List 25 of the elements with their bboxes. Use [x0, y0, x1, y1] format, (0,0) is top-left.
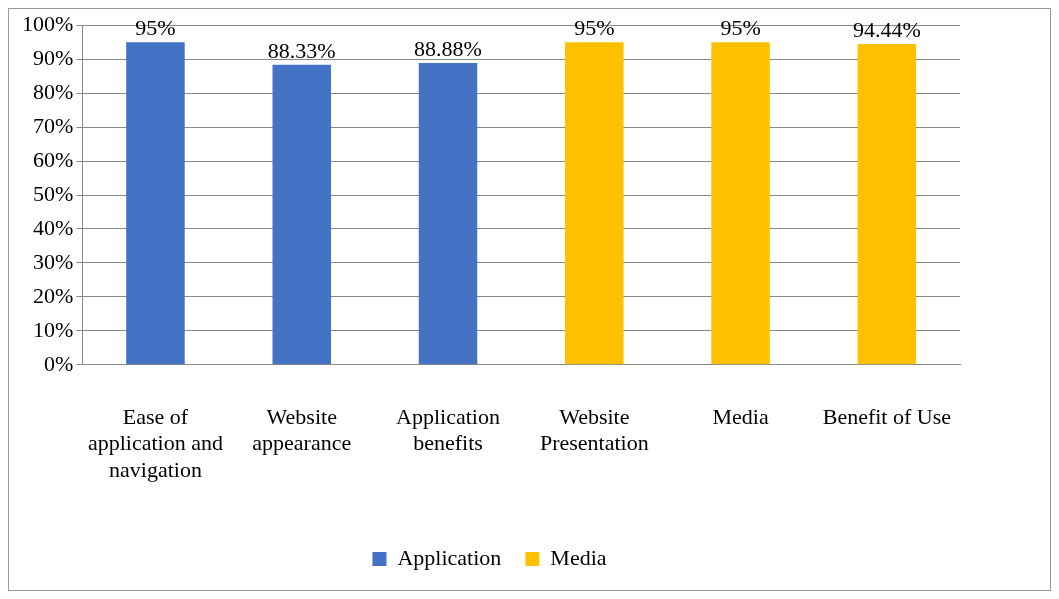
y-tick-label: 80% — [33, 78, 74, 104]
x-tick-label: Media — [712, 403, 769, 429]
y-tick-label: 20% — [33, 282, 74, 308]
y-tick-label: 30% — [33, 248, 74, 274]
y-tick-label: 40% — [33, 214, 74, 240]
y-tick-label: 100% — [22, 10, 74, 36]
data-label: 95% — [135, 14, 176, 40]
y-tick-label: 0% — [44, 350, 74, 376]
y-tick-label: 90% — [33, 44, 74, 70]
data-label: 88.88% — [414, 35, 482, 61]
x-tick-label: Website Presentation — [539, 403, 649, 456]
x-tick-label: Ease of application and navigation — [87, 403, 223, 482]
x-tick-label: Application benefits — [396, 403, 500, 456]
data-label: 88.33% — [267, 37, 336, 63]
data-label: 94.44% — [852, 16, 921, 42]
legend-label: Media — [550, 544, 607, 570]
legend-label: Application — [397, 544, 502, 570]
y-tick-label: 50% — [33, 180, 74, 206]
data-label: 95% — [574, 14, 615, 40]
x-tick-label: Website appearance — [252, 403, 352, 456]
data-label: 95% — [720, 14, 761, 40]
y-tick-label: 60% — [33, 146, 74, 172]
y-tick-label: 70% — [33, 112, 74, 138]
y-tick-label: 10% — [33, 316, 74, 342]
x-tick-label: Benefit of Use — [822, 403, 952, 429]
